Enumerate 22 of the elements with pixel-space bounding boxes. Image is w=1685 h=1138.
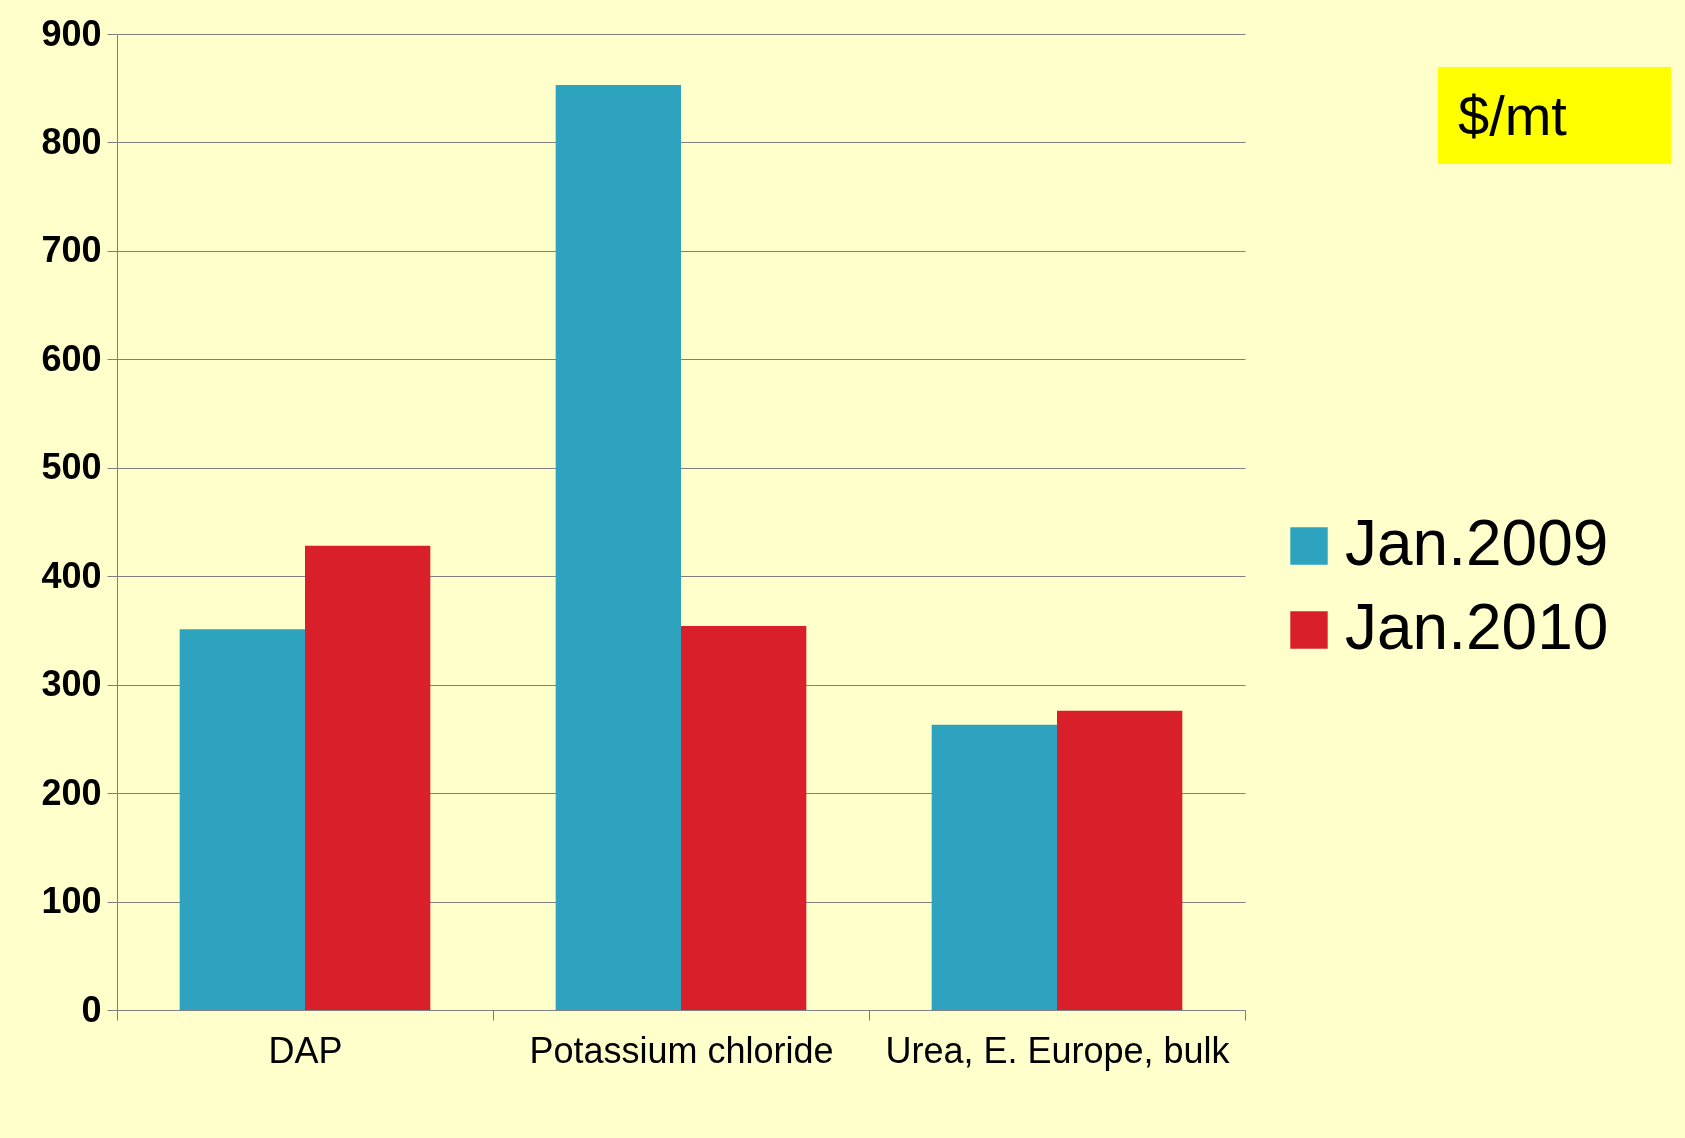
bar: [681, 626, 807, 1010]
y-tick-label: 0: [81, 988, 102, 1030]
y-tick-label: 100: [41, 880, 102, 922]
x-tick-label: Potassium chloride: [529, 1029, 834, 1071]
y-tick-label: 800: [41, 120, 102, 162]
y-tick-label: 700: [41, 229, 102, 271]
bar: [305, 545, 431, 1010]
y-tick-label: 600: [41, 337, 102, 379]
y-tick-label: 300: [41, 663, 102, 705]
x-tick-label: Urea, E. Europe, bulk: [885, 1029, 1231, 1071]
bar: [555, 84, 681, 1010]
y-tick-label: 900: [41, 12, 102, 54]
legend-label: Jan.2010: [1345, 591, 1609, 663]
bar: [179, 629, 305, 1010]
bar: [931, 724, 1057, 1010]
text: $/mt: [1438, 67, 1671, 164]
y-tick-label: 200: [41, 771, 102, 813]
x-tick-label: DAP: [268, 1029, 343, 1071]
y-tick-label: 400: [41, 554, 102, 596]
bar: [1057, 710, 1183, 1010]
legend-label: Jan.2009: [1345, 507, 1609, 579]
y-tick-label: 500: [41, 446, 102, 488]
